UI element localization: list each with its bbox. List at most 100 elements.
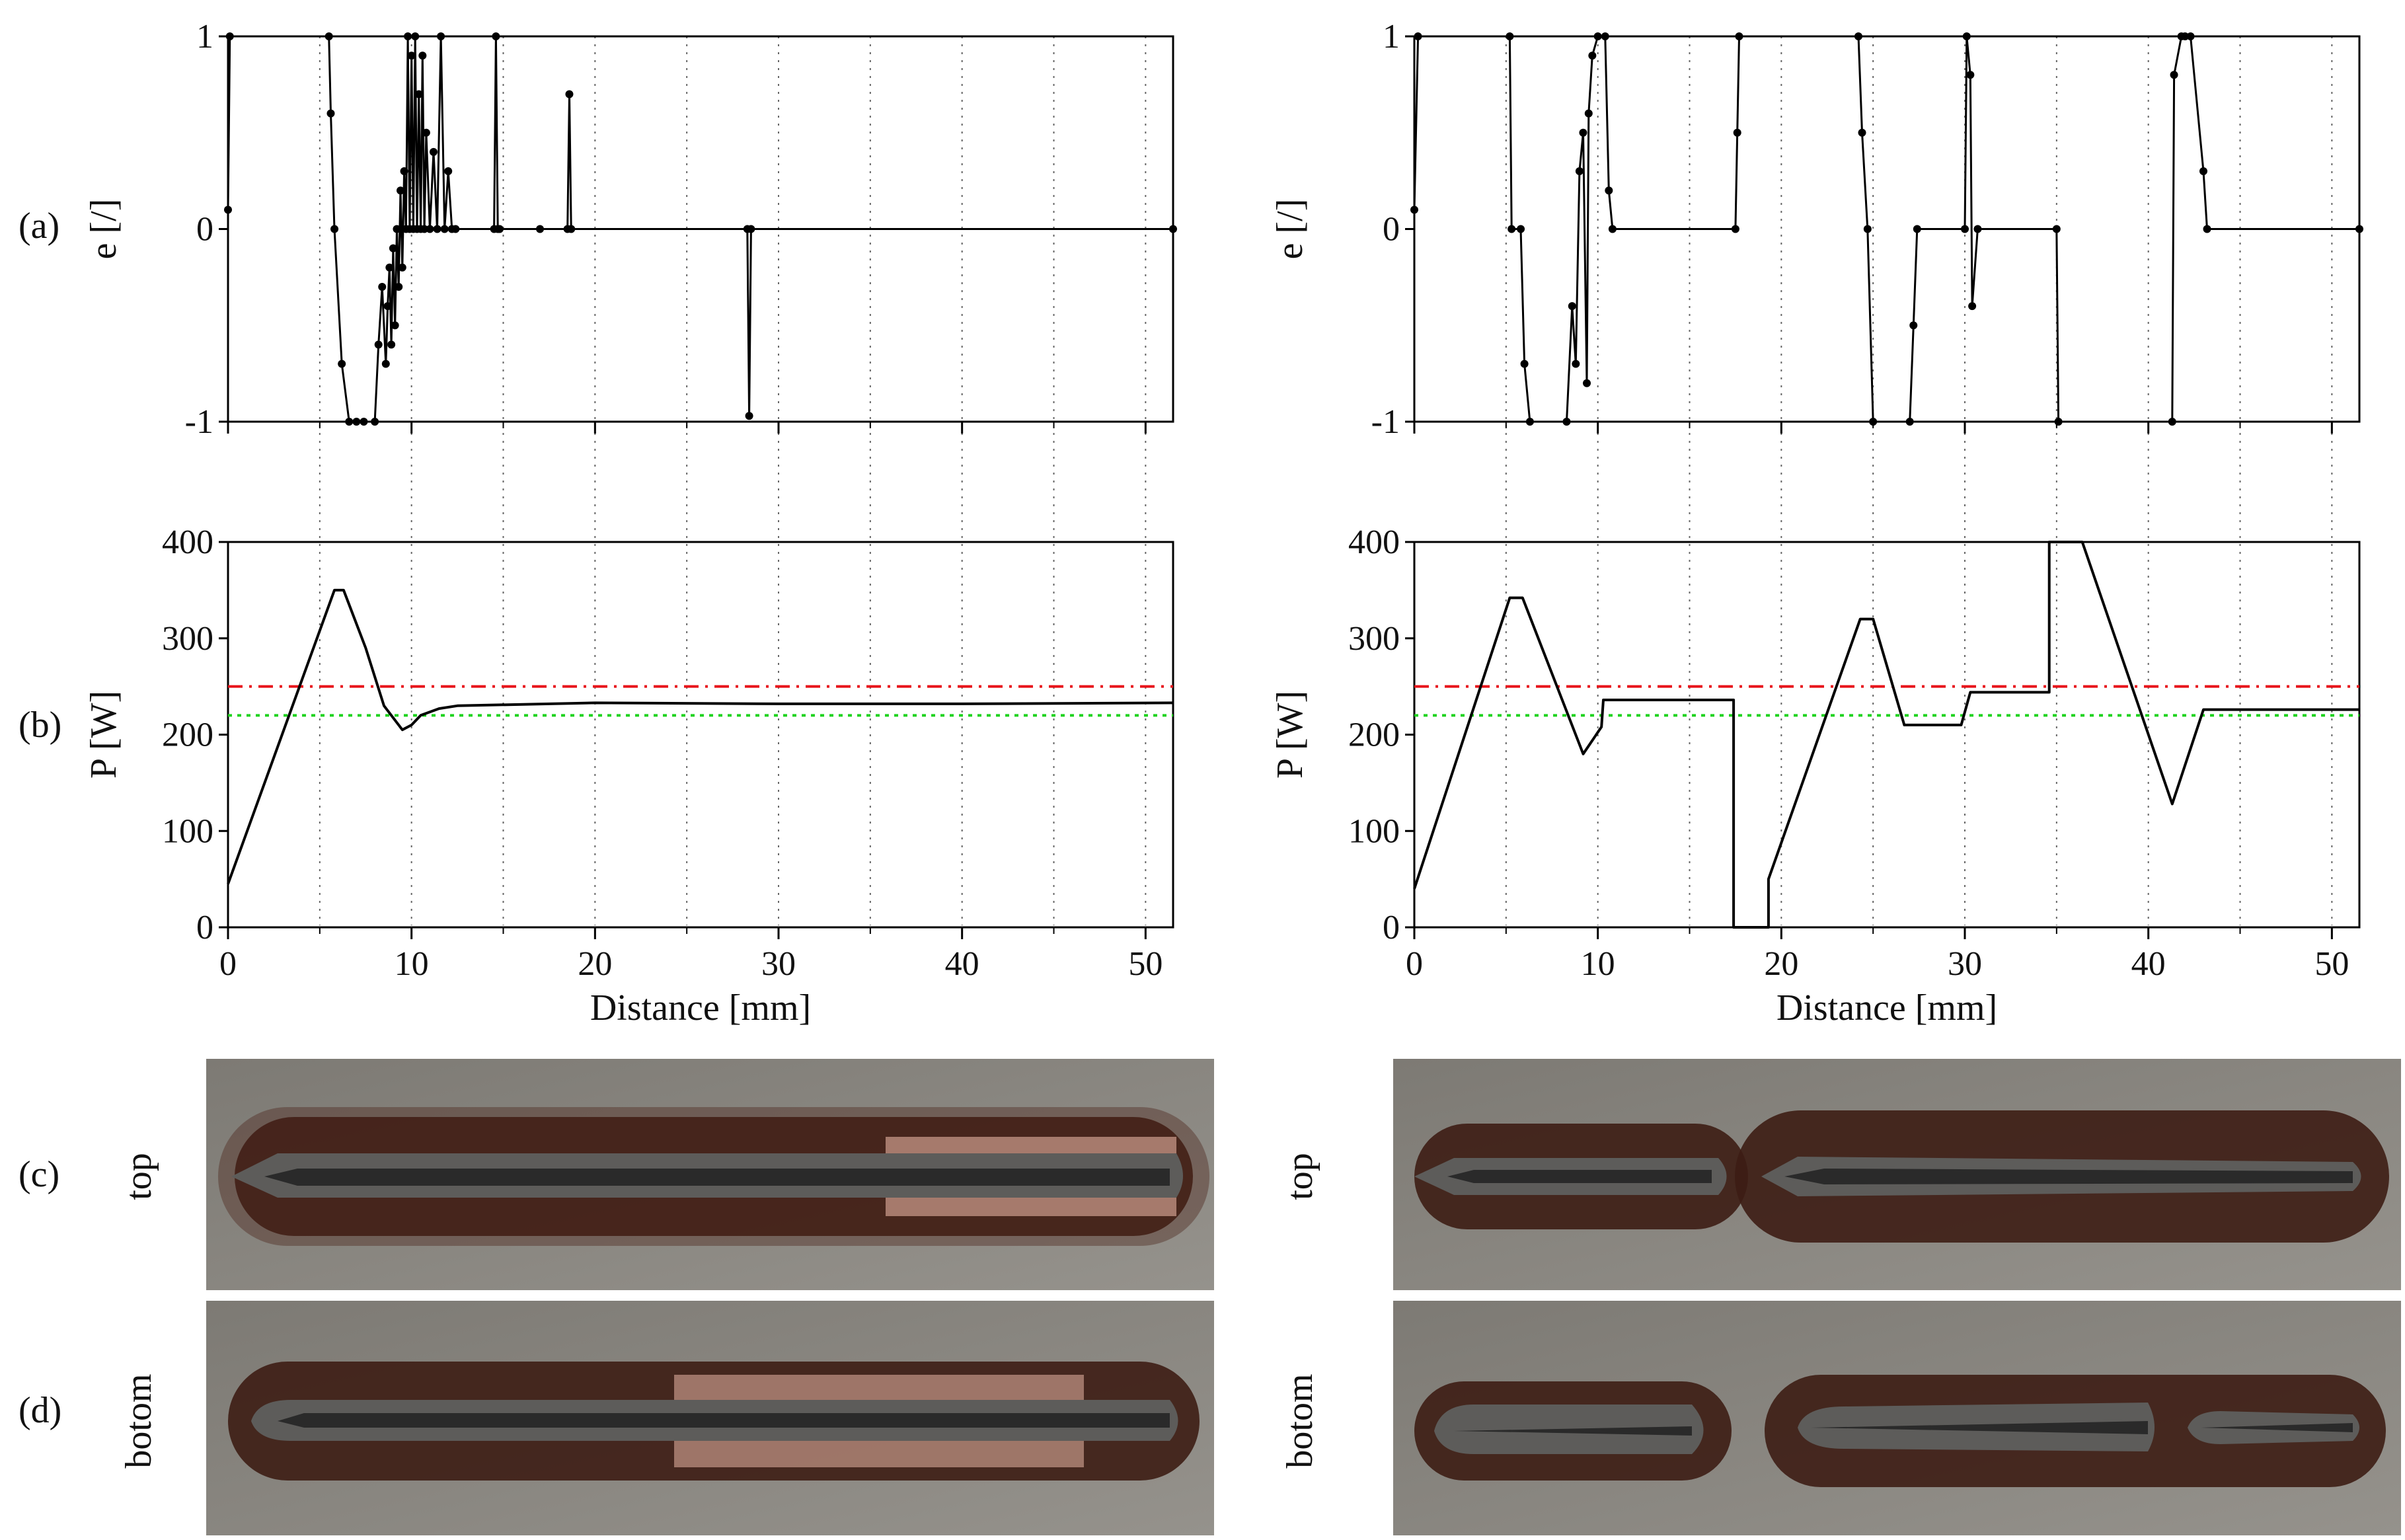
data-point [324, 32, 333, 40]
data-point [1863, 225, 1872, 233]
photo-left-bottom [206, 1301, 1214, 1535]
data-point [567, 225, 576, 233]
data-point [1584, 109, 1593, 118]
data-point [1508, 225, 1516, 233]
photo-label-bottom-left: botom [118, 1373, 159, 1468]
y-tick-label: 100 [162, 812, 213, 850]
x-tick-label: 40 [2131, 945, 2166, 983]
y-tick-label: -1 [185, 403, 213, 441]
data-point [389, 244, 397, 252]
x-tick-label: 50 [2314, 945, 2349, 983]
data-point [225, 32, 234, 40]
data-point [2181, 32, 2190, 40]
photo-left-top [206, 1059, 1214, 1290]
data-point [224, 206, 232, 214]
data-point [440, 225, 449, 233]
data-point [1520, 360, 1529, 368]
data-point [1169, 225, 1177, 233]
y-axis-label: P [W] [83, 691, 124, 779]
x-tick-label: 50 [1128, 945, 1163, 983]
data-point [1583, 379, 1591, 387]
x-axis-label: Distance [mm] [1776, 987, 1997, 1028]
data-point [360, 418, 368, 426]
data-point [1973, 225, 1982, 233]
data-point [426, 225, 434, 233]
y-tick-label: 300 [162, 620, 213, 658]
panel-label-a: (a) [19, 206, 59, 247]
series-line [227, 35, 1173, 423]
x-tick-label: 20 [1764, 945, 1798, 983]
photo-right-top [1393, 1059, 2401, 1290]
data-point [1575, 167, 1584, 176]
data-point [1410, 206, 1418, 214]
chart-right-p: 0 10 20 30 40 50 0 100 200 300 400 P [W] Distance [m… [1270, 523, 2361, 1028]
data-point [2203, 225, 2211, 233]
data-point [387, 340, 396, 349]
photo-label-bottom-right: botom [1279, 1373, 1320, 1468]
data-point [1733, 128, 1741, 137]
y-tick-label: 0 [1383, 211, 1400, 249]
y-tick-label: 0 [1383, 909, 1400, 946]
data-point [422, 128, 430, 137]
data-point [1731, 225, 1739, 233]
data-point [1909, 321, 1918, 330]
data-point [444, 167, 453, 176]
photo-label-top-right: top [1279, 1153, 1320, 1200]
data-point [492, 32, 500, 40]
data-point [437, 32, 445, 40]
x-tick-label: 0 [219, 945, 237, 983]
y-tick-label: 100 [1348, 812, 1400, 850]
y-tick-label: 400 [1348, 523, 1400, 561]
data-point [338, 360, 346, 368]
x-tick-label: 30 [1948, 945, 1982, 983]
panel-label-b: (b) [19, 705, 61, 746]
data-point [2186, 32, 2195, 40]
data-point [747, 225, 755, 233]
y-axis-label: e [/] [1270, 199, 1311, 260]
data-point [1735, 32, 1743, 40]
x-tick-label: 20 [578, 945, 612, 983]
data-point [495, 225, 504, 233]
data-point [1968, 302, 1977, 311]
data-point [1966, 71, 1975, 79]
data-point [391, 321, 399, 330]
plot-frame [227, 541, 1174, 929]
x-tick-label: 0 [1406, 945, 1423, 983]
y-tick-label: 300 [1348, 620, 1400, 658]
data-point [1608, 225, 1617, 233]
chart-left-p: 0 10 20 30 40 50 0 100 200 300 400 P [W] Distance [m… [83, 523, 1174, 1028]
data-point [352, 418, 361, 426]
panel-label-d: (d) [19, 1390, 61, 1431]
data-point [326, 109, 335, 118]
y-tick-label: 0 [196, 909, 213, 946]
data-point [536, 225, 545, 233]
data-point [1517, 225, 1525, 233]
data-point [429, 147, 438, 156]
plot-frame [1413, 541, 2361, 929]
data-point [397, 186, 405, 195]
data-point [565, 90, 574, 98]
data-point [371, 418, 379, 426]
data-point [433, 225, 441, 233]
data-point [1601, 32, 1609, 40]
data-point [378, 282, 387, 291]
data-point [1562, 418, 1571, 426]
x-tick-label: 10 [395, 945, 429, 983]
data-point [1593, 32, 1602, 40]
data-point [2168, 418, 2176, 426]
data-point [345, 418, 354, 426]
data-point [411, 32, 420, 40]
data-point [1605, 186, 1613, 195]
data-point [1858, 128, 1866, 137]
y-tick-label: -1 [1371, 403, 1400, 441]
data-point [2054, 418, 2063, 426]
series-line [227, 588, 1174, 885]
data-point [383, 302, 392, 311]
photo-label-top-left: top [118, 1153, 159, 1200]
y-tick-label: 200 [1348, 716, 1400, 754]
data-point [418, 52, 427, 60]
series-line [1413, 35, 2359, 423]
data-point [404, 32, 412, 40]
data-point [407, 52, 416, 60]
